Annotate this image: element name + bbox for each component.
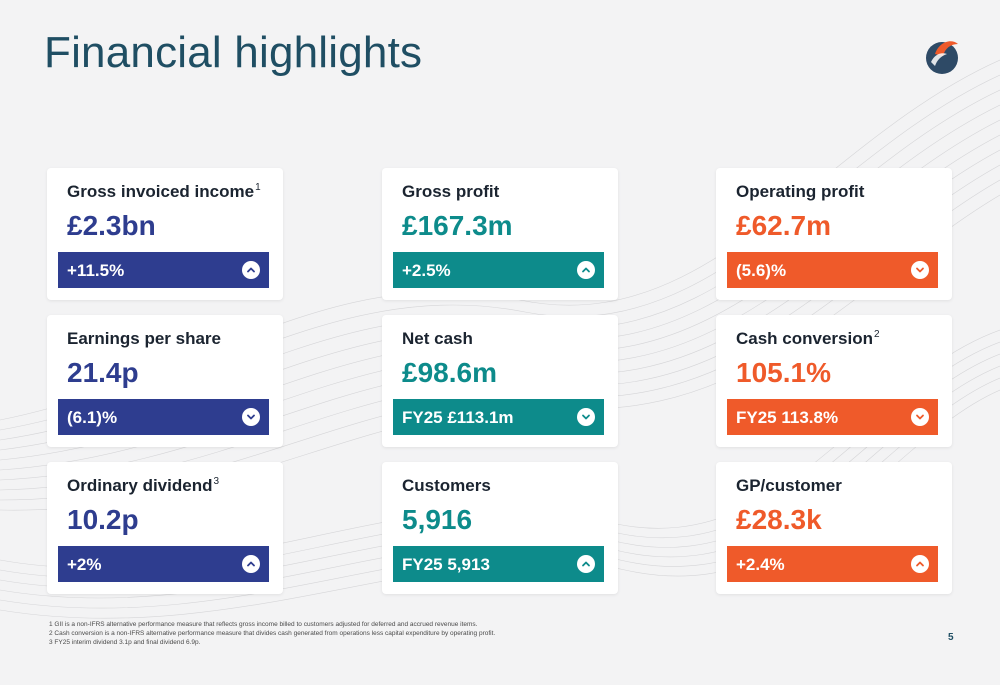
change-text: +2% bbox=[67, 555, 102, 574]
card-gross-invoiced-income: Gross invoiced income1 £2.3bn +11.5% bbox=[47, 168, 283, 300]
chevron-up-icon bbox=[577, 261, 595, 279]
change-bar: FY25 £113.1m bbox=[393, 399, 604, 435]
card-label-text: Ordinary dividend bbox=[67, 476, 213, 495]
chevron-up-icon bbox=[242, 555, 260, 573]
change-bar: +11.5% bbox=[58, 252, 269, 288]
change-text: +11.5% bbox=[67, 261, 125, 280]
change-text: FY25 113.8% bbox=[736, 408, 839, 427]
change-text: FY25 5,913 bbox=[402, 555, 490, 574]
card-label: Earnings per share bbox=[67, 329, 222, 348]
chevron-down-icon bbox=[577, 408, 595, 426]
footnote-ref: 3 bbox=[213, 476, 220, 488]
chevron-up-icon bbox=[577, 555, 595, 573]
card-value: 21.4p bbox=[67, 357, 139, 388]
card-value: 105.1% bbox=[736, 357, 831, 388]
card-value: £2.3bn bbox=[67, 210, 156, 241]
footnotes: 1 GII is a non-IFRS alternative performa… bbox=[49, 620, 495, 647]
change-bar: +2.5% bbox=[393, 252, 604, 288]
change-text: FY25 £113.1m bbox=[402, 408, 514, 427]
change-bar: FY25 5,913 bbox=[393, 546, 604, 582]
card-net-cash: Net cash £98.6m FY25 £113.1m bbox=[382, 315, 618, 447]
chevron-down-icon bbox=[911, 408, 929, 426]
card-value: 10.2p bbox=[67, 504, 139, 535]
card-value: £167.3m bbox=[402, 210, 513, 241]
card-value: £62.7m bbox=[736, 210, 831, 241]
footnote-2: 2 Cash conversion is a non-IFRS alternat… bbox=[49, 630, 496, 637]
card-value: £98.6m bbox=[402, 357, 497, 388]
card-ordinary-dividend: Ordinary dividend3 10.2p +2% bbox=[47, 462, 283, 594]
card-label: Customers bbox=[402, 476, 491, 495]
card-label-text: Cash conversion bbox=[736, 329, 873, 348]
card-label: Gross invoiced income1 bbox=[67, 182, 261, 202]
change-text: (5.6)% bbox=[736, 261, 787, 280]
change-bar: FY25 113.8% bbox=[727, 399, 938, 435]
card-operating-profit: Operating profit £62.7m (5.6)% bbox=[716, 168, 952, 300]
footnote-3: 3 FY25 interim dividend 3.1p and final d… bbox=[49, 639, 201, 646]
change-text: +2.5% bbox=[402, 261, 451, 280]
chevron-down-icon bbox=[242, 408, 260, 426]
card-customers: Customers 5,916 FY25 5,913 bbox=[382, 462, 618, 594]
card-label: Cash conversion2 bbox=[736, 329, 880, 349]
card-value: £28.3k bbox=[736, 504, 822, 535]
change-bar: +2.4% bbox=[727, 546, 938, 582]
page-number: 5 bbox=[948, 632, 954, 643]
change-text: +2.4% bbox=[736, 555, 785, 574]
chevron-up-icon bbox=[911, 555, 929, 573]
card-label: GP/customer bbox=[736, 476, 842, 495]
card-gp-per-customer: GP/customer £28.3k +2.4% bbox=[716, 462, 952, 594]
card-label: Net cash bbox=[402, 329, 473, 348]
change-bar: +2% bbox=[58, 546, 269, 582]
card-label: Ordinary dividend3 bbox=[67, 476, 219, 496]
card-cash-conversion: Cash conversion2 105.1% FY25 113.8% bbox=[716, 315, 952, 447]
card-gross-profit: Gross profit £167.3m +2.5% bbox=[382, 168, 618, 300]
footnote-ref: 1 bbox=[255, 182, 261, 194]
chevron-up-icon bbox=[242, 261, 260, 279]
card-earnings-per-share: Earnings per share 21.4p (6.1)% bbox=[47, 315, 283, 447]
card-label: Operating profit bbox=[736, 182, 865, 201]
change-bar: (6.1)% bbox=[58, 399, 269, 435]
footnote-1: 1 GII is a non-IFRS alternative performa… bbox=[49, 621, 478, 628]
card-label: Gross profit bbox=[402, 182, 500, 201]
card-label-text: Gross invoiced income bbox=[67, 182, 255, 201]
chevron-down-icon bbox=[911, 261, 929, 279]
page-title: Financial highlights bbox=[44, 28, 423, 77]
card-value: 5,916 bbox=[402, 504, 473, 535]
change-text: (6.1)% bbox=[67, 408, 118, 427]
change-bar: (5.6)% bbox=[727, 252, 938, 288]
company-logo bbox=[926, 41, 958, 74]
footnote-ref: 2 bbox=[874, 329, 880, 341]
